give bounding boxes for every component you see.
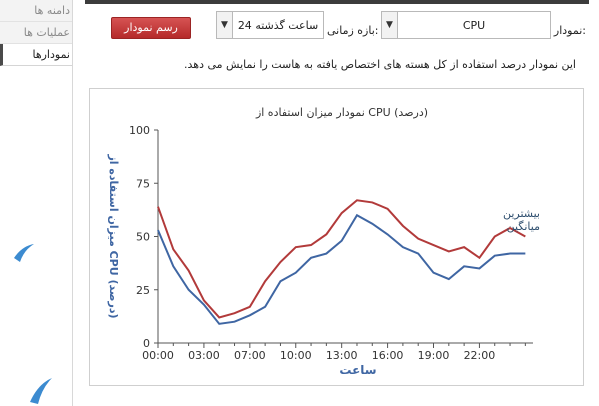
- legend-label: میانگین: [507, 220, 541, 233]
- range-select-label: بازه زمانی:: [327, 24, 379, 37]
- x-tick-label: 00:00: [142, 349, 174, 362]
- chart-axes: 0 25 50 75 100 00:00 03:00 07:00 10:00 13:00 16:00…: [129, 124, 533, 362]
- chart-description: این نمودار درصد استفاده از کل هسته های ا…: [184, 58, 576, 71]
- chart-select[interactable]: ▼ CPU: [381, 11, 551, 39]
- chevron-down-icon[interactable]: ▼: [382, 12, 398, 38]
- chart-series-group: [157, 199, 526, 325]
- y-tick-label: 100: [129, 124, 150, 137]
- x-tick-label: 10:00: [280, 349, 312, 362]
- x-tick-label: 22:00: [464, 349, 496, 362]
- x-tick-label: 03:00: [188, 349, 220, 362]
- y-tick-label: 50: [136, 231, 150, 244]
- x-tick-label: 19:00: [418, 349, 450, 362]
- legend-label: بیشترین: [503, 207, 540, 220]
- chart-container: نمودار میزان استفاده از CPU (درصد) میزان…: [89, 88, 584, 386]
- nav-item-operations[interactable]: عملیات ها: [0, 22, 76, 44]
- draw-chart-button[interactable]: رسم نمودار: [111, 17, 191, 39]
- nav-item-charts[interactable]: نمودارها: [0, 44, 76, 66]
- cpu-line-chart: نمودار میزان استفاده از CPU (درصد) میزان…: [107, 106, 540, 377]
- main-panel: نمودار: ▼ CPU بازه زمانی: ▼ 24 ساعت گذشت…: [72, 0, 594, 406]
- y-tick-label: 75: [136, 177, 150, 190]
- nav-item-domains[interactable]: دامنه ها: [0, 0, 76, 22]
- x-tick-label: 16:00: [372, 349, 404, 362]
- range-select[interactable]: ▼ 24 ساعت گذشته: [216, 11, 324, 39]
- chart-select-value: CPU: [462, 18, 486, 32]
- bird-icon-2: [30, 378, 52, 404]
- bird-icon: [14, 244, 34, 262]
- series-line-0: [157, 199, 526, 319]
- chart-title: نمودار میزان استفاده از CPU (درصد): [255, 106, 428, 119]
- x-tick-label: 13:00: [326, 349, 358, 362]
- chart-select-label: نمودار:: [553, 24, 586, 37]
- chevron-down-icon[interactable]: ▼: [217, 12, 233, 38]
- y-tick-label: 0: [143, 337, 150, 350]
- x-tick-label: 07:00: [234, 349, 266, 362]
- chart-x-label: ساعت: [339, 363, 376, 377]
- series-line-1: [157, 213, 526, 325]
- range-select-value: 24 ساعت گذشته: [237, 18, 319, 32]
- top-strip: [85, 0, 589, 4]
- side-nav: دامنه ها عملیات ها نمودارها: [0, 0, 76, 75]
- chart-y-label: میزان استفاده از CPU (درصد): [107, 153, 120, 318]
- y-tick-label: 25: [136, 284, 150, 297]
